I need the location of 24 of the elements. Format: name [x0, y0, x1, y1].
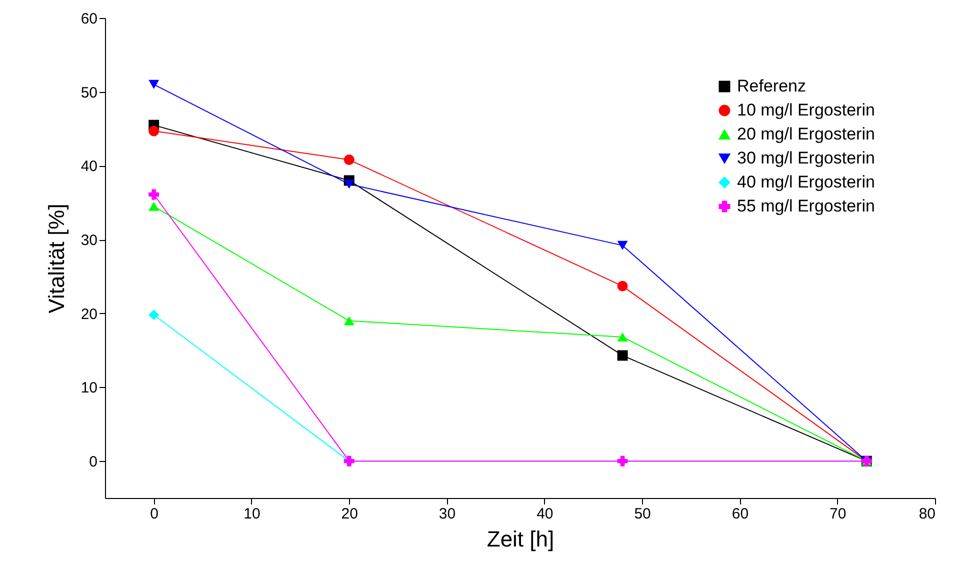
x-tick-label: 0 — [150, 506, 158, 522]
legend-label: 40 mg/l Ergosterin — [737, 172, 875, 192]
x-tick-label: 50 — [634, 506, 651, 522]
y-tick-label: 40 — [80, 158, 98, 176]
y-tick-label: 10 — [80, 380, 98, 397]
legend-label: 10 mg/l Ergosterin — [737, 100, 875, 120]
y-tick-label: 30 — [80, 232, 98, 250]
legend-label: 55 mg/l Ergosterin — [737, 196, 875, 216]
x-tick-label: 80 — [918, 506, 936, 522]
x-tick-label: 10 — [244, 506, 260, 522]
legend-label: 30 mg/l Ergosterin — [737, 148, 875, 168]
x-axis-title: Zeit [h] — [486, 526, 554, 552]
y-tick-label: 20 — [80, 306, 98, 323]
y-tick-label: 50 — [80, 84, 98, 102]
x-tick-label: 70 — [830, 506, 846, 522]
y-axis-title: Vitalität [%] — [44, 204, 69, 314]
x-tick-label: 30 — [438, 506, 456, 522]
x-tick-label: 20 — [341, 506, 358, 522]
legend-label: Referenz — [737, 76, 806, 96]
x-tick-label: 60 — [732, 506, 749, 522]
x-tick-label: 40 — [536, 506, 554, 522]
legend-label: 20 mg/l Ergosterin — [737, 124, 875, 144]
y-tick-label: 0 — [89, 454, 98, 471]
y-tick-label: 60 — [80, 10, 98, 28]
